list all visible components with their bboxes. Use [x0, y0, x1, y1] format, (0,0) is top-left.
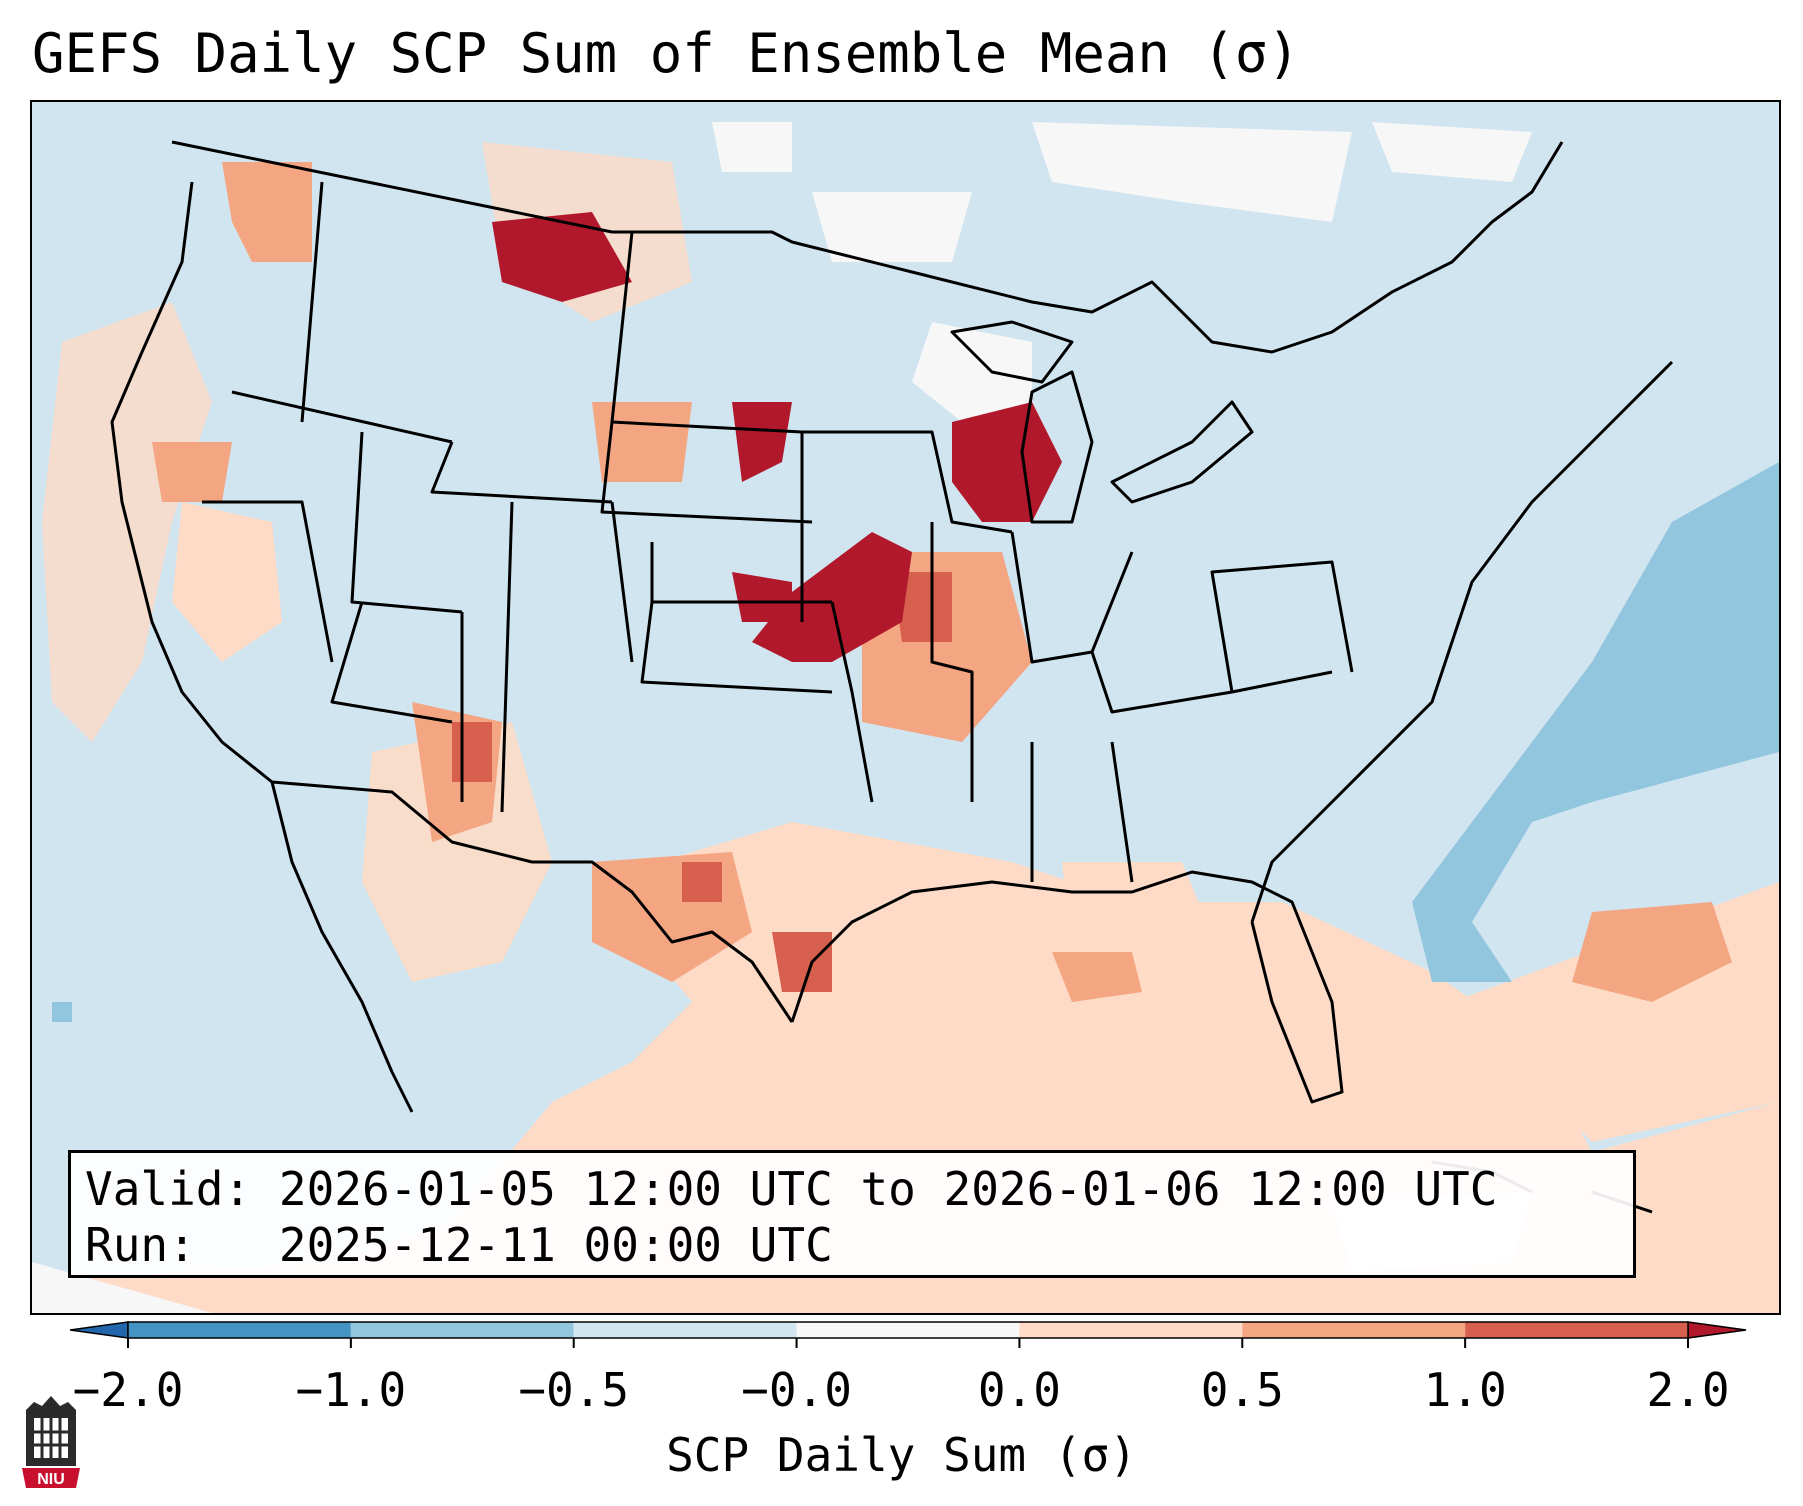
valid-line: Valid: 2026-01-05 12:00 UTC to 2026-01-0… — [85, 1161, 1619, 1217]
colorbar-extend-low — [70, 1321, 129, 1339]
colorbar-tick-label: −1.0 — [295, 1363, 407, 1417]
state-lines-west — [202, 181, 613, 813]
colorbar — [70, 1321, 1747, 1348]
colorbar-tick-label: 0.5 — [1200, 1363, 1284, 1417]
run-label: Run: — [85, 1218, 196, 1272]
anomaly-layer-negative — [52, 462, 1779, 1022]
us-canada-border — [171, 140, 1564, 354]
colorbar-tick-label: 2.0 — [1646, 1363, 1730, 1417]
colorbar-tick-label: 1.0 — [1423, 1363, 1507, 1417]
chart-title: GEFS Daily SCP Sum of Ensemble Mean (σ) — [32, 22, 1300, 85]
west-coast — [110, 181, 273, 784]
colorbar-tick-label: −0.5 — [518, 1363, 630, 1417]
baja-california — [270, 781, 414, 1113]
valid-run-info-box: Valid: 2026-01-05 12:00 UTC to 2026-01-0… — [68, 1150, 1636, 1278]
great-lakes — [950, 320, 1254, 524]
run-value: 2025-12-11 00:00 UTC — [278, 1218, 833, 1272]
logo-text: NIU — [37, 1471, 65, 1488]
political-borders — [110, 140, 1674, 1214]
colorbar-segment — [1019, 1322, 1243, 1338]
colorbar-segment — [573, 1322, 797, 1338]
colorbar-segment — [350, 1322, 574, 1338]
colorbar-segment — [1465, 1322, 1688, 1338]
colorbar-segment — [796, 1322, 1020, 1338]
mexico-border — [271, 780, 794, 1023]
state-lines-central — [600, 231, 874, 803]
colorbar-tick-label: −2.0 — [72, 1363, 184, 1417]
state-lines-east — [802, 430, 1354, 883]
colorbar-segment — [128, 1322, 351, 1338]
valid-value: 2026-01-05 12:00 UTC to 2026-01-06 12:00… — [278, 1162, 1498, 1216]
colorbar-tick-label: −0.0 — [741, 1363, 852, 1417]
niu-logo: NIU — [22, 1396, 80, 1488]
colorbar-extend-high — [1687, 1321, 1747, 1339]
colorbar-outline — [127, 1321, 1689, 1339]
colorbar-label: SCP Daily Sum (σ) — [666, 1428, 1137, 1482]
anomaly-layer-mid-positive — [152, 162, 1732, 1002]
colorbar-tick-label: 0.0 — [977, 1363, 1061, 1417]
gulf-coast — [790, 870, 1344, 1104]
colorbar-segment — [1242, 1322, 1466, 1338]
valid-label: Valid: — [85, 1162, 252, 1216]
anomaly-layer-extreme-positive — [492, 212, 1062, 662]
map-panel — [30, 100, 1781, 1315]
run-line: Run: 2025-12-11 00:00 UTC — [85, 1217, 1619, 1273]
east-coast — [1250, 360, 1674, 923]
map-svg — [32, 102, 1779, 1313]
